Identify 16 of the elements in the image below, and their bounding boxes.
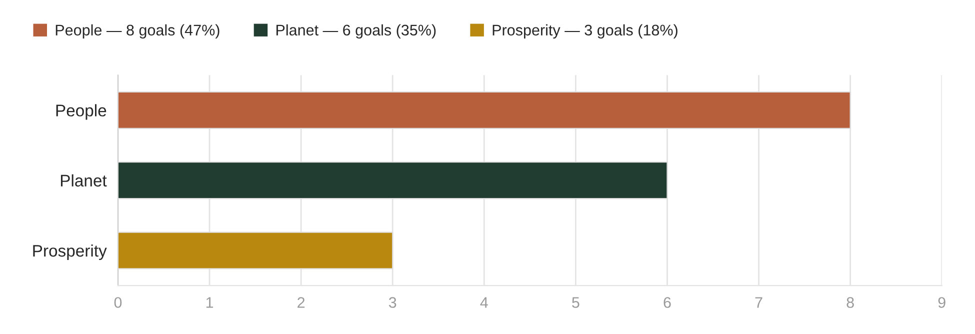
- legend-label: People — 8 goals (47%): [56, 24, 220, 39]
- x-tick-label: 4: [480, 297, 488, 308]
- x-tick-label: 3: [388, 297, 396, 308]
- x-tick-label: 7: [755, 297, 762, 308]
- y-tick-label: Prosperity: [33, 244, 107, 260]
- x-tick-label: 8: [846, 297, 854, 308]
- legend-label: Planet — 6 goals (35%): [276, 24, 436, 39]
- x-tick-label: 6: [664, 297, 671, 308]
- x-tick-label: 9: [938, 297, 946, 308]
- y-tick-label: Planet: [60, 174, 107, 187]
- y-tick-label: People: [56, 104, 106, 120]
- legend-label: Prosperity — 3 goals (18%): [492, 24, 678, 39]
- x-tick-label: 1: [206, 297, 214, 308]
- x-tick-label: 5: [572, 297, 580, 308]
- x-tick-label: 2: [298, 297, 305, 308]
- x-tick-label: 0: [114, 297, 122, 308]
